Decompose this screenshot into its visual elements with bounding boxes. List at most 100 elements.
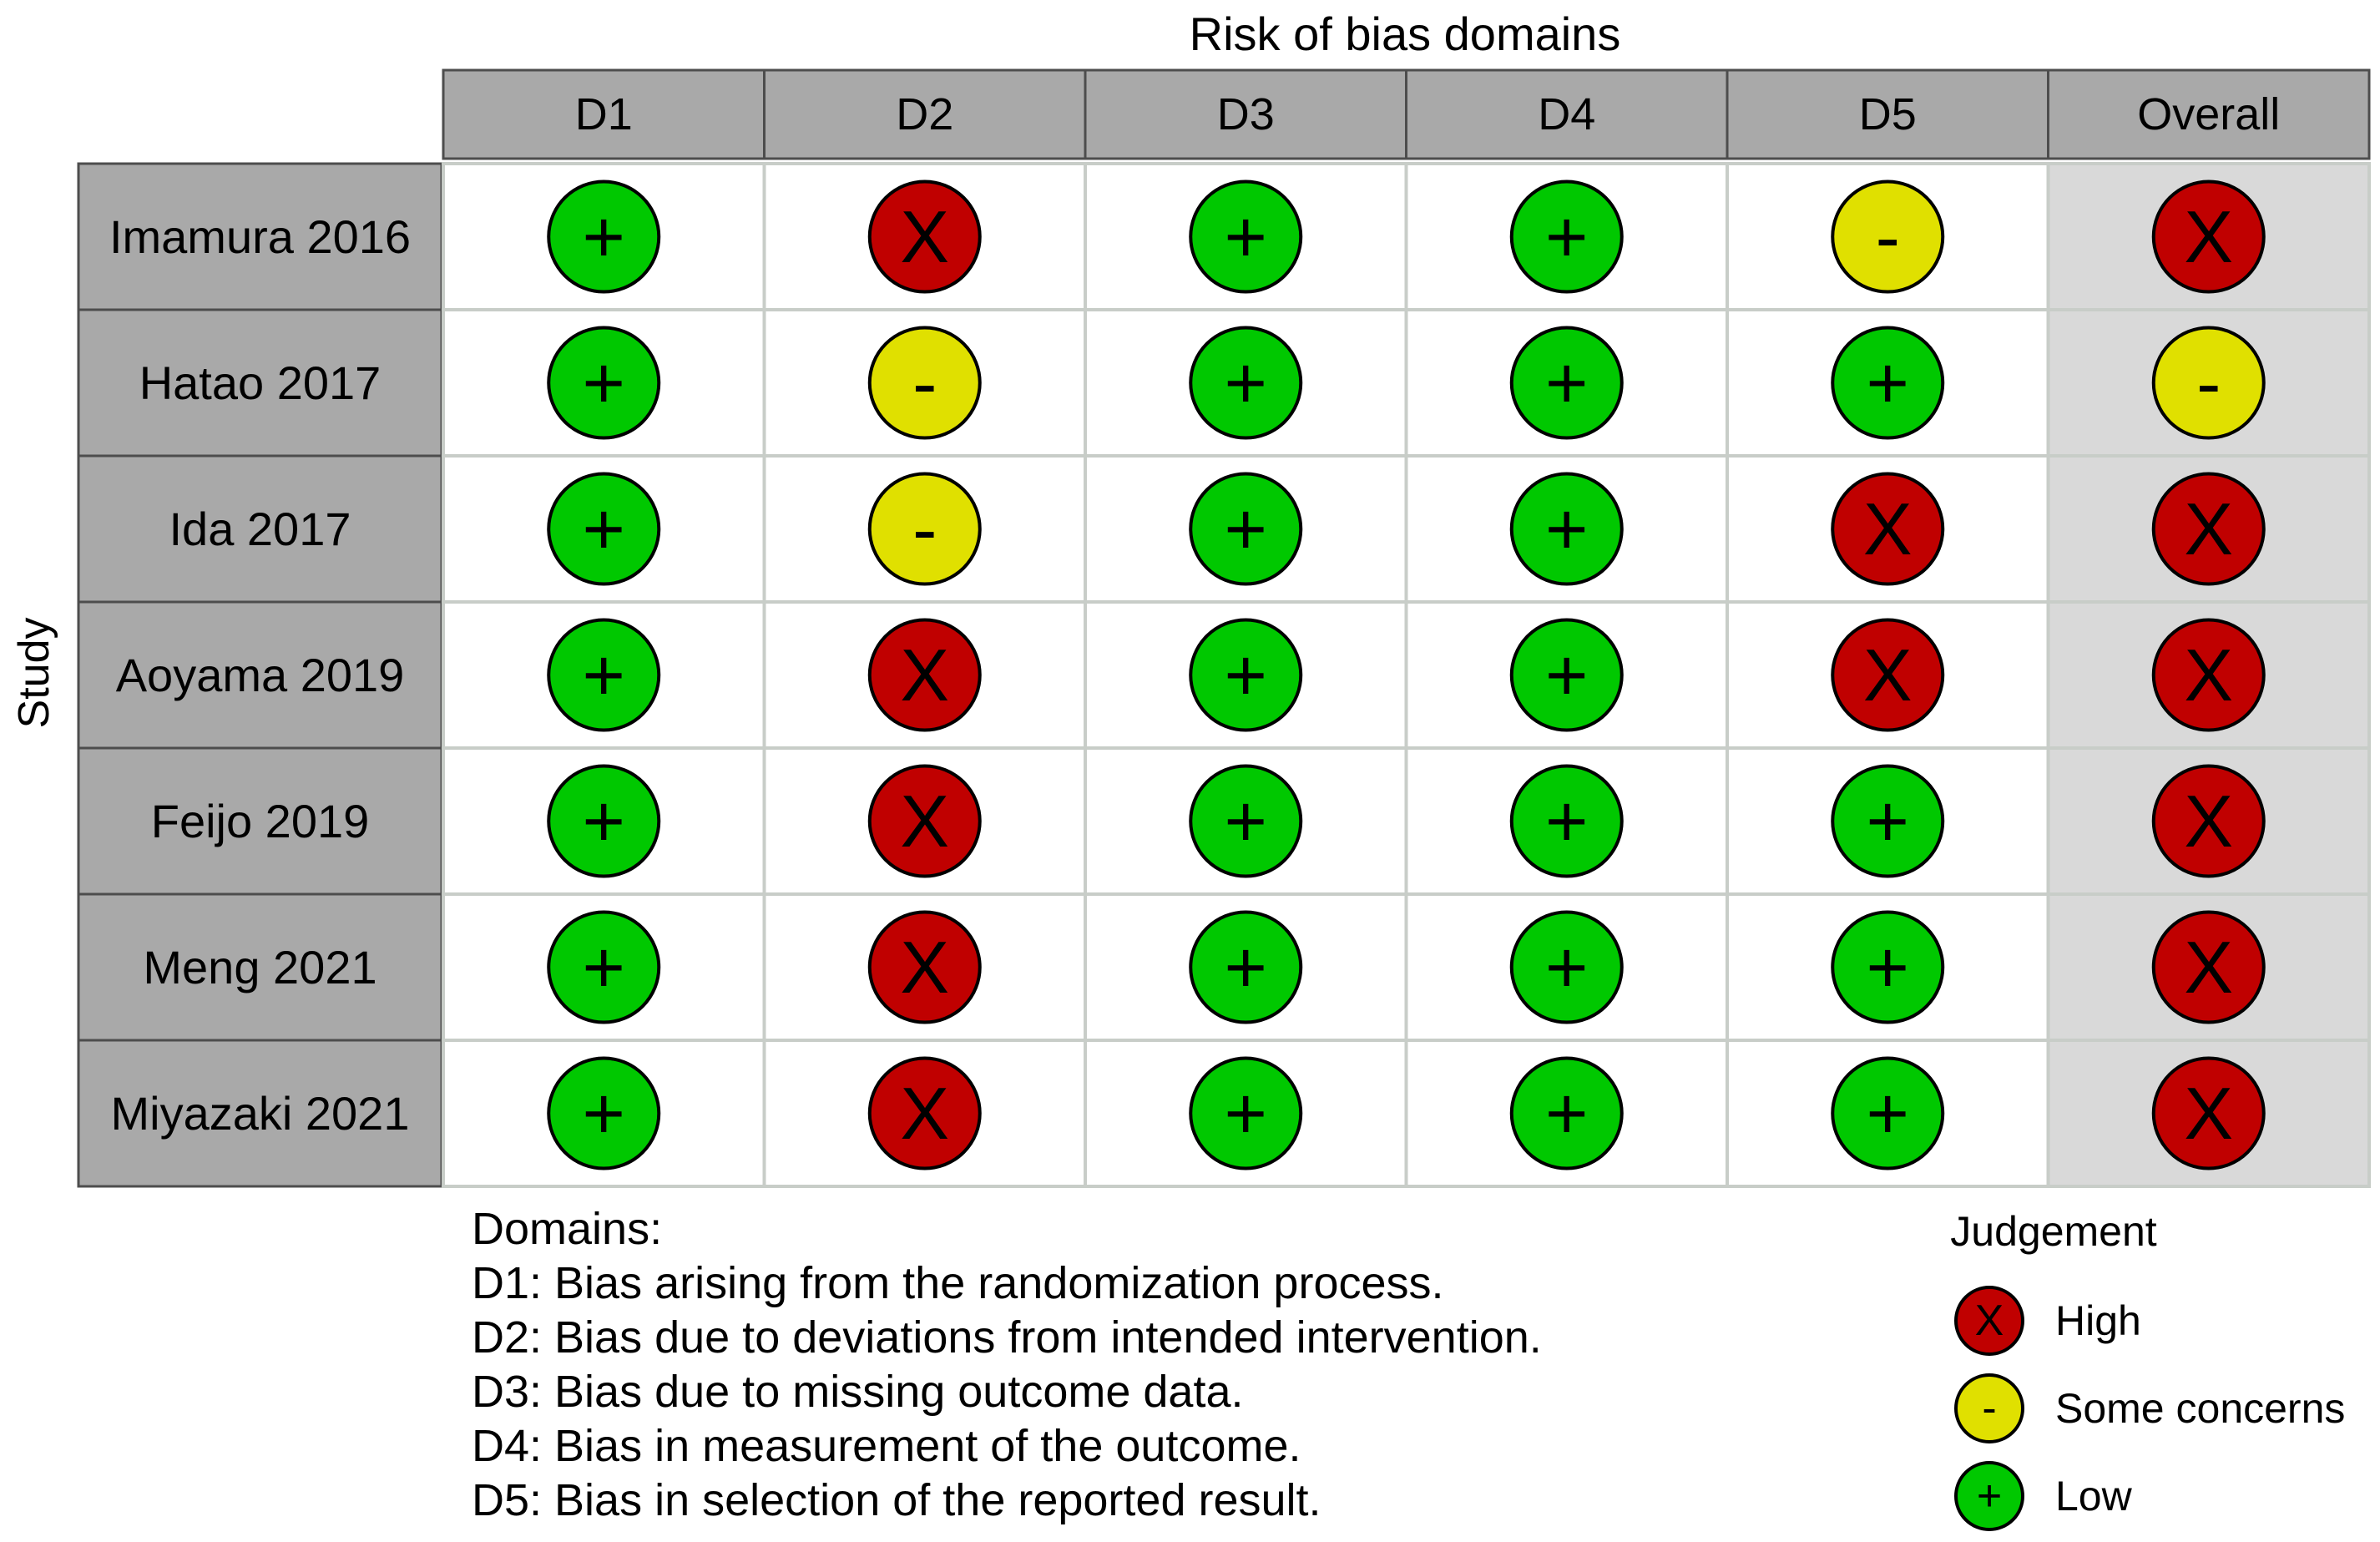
judgement-low-symbol-r7-d3: +: [1225, 1072, 1267, 1155]
judgement-high-symbol-r4-overall: X: [2184, 634, 2233, 716]
study-label-cell: [77, 454, 443, 604]
judgement-low-mark-r5-d4: [1509, 764, 1624, 878]
judgement-low-symbol-r4-d3: +: [1225, 634, 1267, 716]
judgement-some-mark-legend: [1954, 1373, 2024, 1443]
legend-label-high: High: [2055, 1297, 2141, 1344]
judgement-some-symbol-r2-d2: -: [912, 341, 937, 424]
judgement-low-mark-r6-d4: [1509, 910, 1624, 1024]
judgement-low-mark-legend: [1954, 1461, 2024, 1531]
judgement-high-mark-legend: [1954, 1286, 2024, 1356]
judgement-high-mark-r4-overall: [2151, 618, 2266, 732]
judgement-low-symbol-legend: +: [1977, 1472, 2002, 1520]
judgement-high-mark-r3-overall: [2151, 472, 2266, 586]
study-label-cell: [77, 308, 443, 458]
study-label: Feijo 2019: [151, 795, 370, 847]
judgement-high-symbol-r4-d2: X: [900, 634, 949, 716]
legend-label-low: Low: [2055, 1473, 2133, 1519]
study-row: Hatao 2017 + - + + + -: [77, 308, 2371, 458]
study-label-cell: [77, 600, 443, 750]
domains-key: Domains: D1: Bias arising from the rando…: [472, 1204, 1542, 1525]
judgement-low-mark-r2-d3: [1189, 326, 1303, 440]
judgement-low-mark-r2-d1: [547, 326, 661, 440]
judgement-some-symbol-r2-overall: -: [2196, 341, 2221, 424]
judgement-high-symbol-r4-d5: X: [1863, 634, 1913, 716]
study-row: Miyazaki 2021 + X + + + X: [77, 1039, 2371, 1188]
study-label: Meng 2021: [143, 941, 376, 993]
study-row: Feijo 2019 + X + + + X: [77, 746, 2371, 896]
judgement-low-mark-r1-d3: [1189, 179, 1303, 294]
domain-description: D2: Bias due to deviations from intended…: [472, 1312, 1542, 1363]
judgement-high-mark-r1-d2: [867, 179, 982, 294]
judgement-low-mark-r6-d3: [1189, 910, 1303, 1024]
judgement-high-symbol-r6-d2: X: [900, 926, 949, 1009]
judgement-high-mark-r1-overall: [2151, 179, 2266, 294]
judgement-high-symbol-r6-overall: X: [2184, 926, 2233, 1009]
judgement-some-mark-r2-d2: [867, 326, 982, 440]
judgement-low-mark-r5-d3: [1189, 764, 1303, 878]
judgement-high-symbol-r1-overall: X: [2184, 195, 2233, 278]
study-label-cell: [77, 1039, 443, 1188]
judgement-low-mark-r4-d3: [1189, 618, 1303, 732]
study-row: Meng 2021 + X + + + X: [77, 892, 2371, 1042]
column-label-overall: Overall: [2137, 89, 2280, 139]
study-label: Ida 2017: [169, 503, 351, 555]
judgement-low-mark-r7-d1: [547, 1056, 661, 1170]
study-row: Ida 2017 + - + + X X: [77, 454, 2371, 604]
judgement-some-mark-r1-d5: [1831, 179, 1945, 294]
judgement-low-mark-r7-d5: [1831, 1056, 1945, 1170]
judgement-high-mark-r7-overall: [2151, 1056, 2266, 1170]
judgement-low-mark-r2-d5: [1831, 326, 1945, 440]
column-label-d3: D3: [1217, 89, 1275, 139]
column-label-d1: D1: [575, 89, 633, 139]
judgement-high-mark-r6-overall: [2151, 910, 2266, 1024]
judgement-low-symbol-r6-d5: +: [1867, 926, 1909, 1009]
judgement-low-mark-r5-d5: [1831, 764, 1945, 878]
judgement-low-mark-r3-d4: [1509, 472, 1624, 586]
judgement-low-symbol-r2-d5: +: [1867, 341, 1909, 424]
legend-title: Judgement: [1950, 1208, 2156, 1255]
judgement-low-symbol-r5-d5: +: [1867, 780, 1909, 862]
header-cell-overall: [2047, 68, 2371, 160]
judgement-high-mark-r3-d5: [1831, 472, 1945, 586]
study-label-cell: [77, 892, 443, 1042]
domain-description: D1: Bias arising from the randomization …: [472, 1258, 1444, 1308]
chart-title: Risk of bias domains: [1190, 8, 1621, 60]
study-row: Aoyama 2019 + X + + X X: [77, 600, 2371, 750]
study-label: Hatao 2017: [139, 356, 382, 409]
judgement-low-symbol-r1-d4: +: [1545, 195, 1588, 278]
judgement-some-symbol-legend: -: [1982, 1384, 1996, 1433]
judgement-low-symbol-r5-d4: +: [1545, 780, 1588, 862]
judgement-high-mark-r4-d2: [867, 618, 982, 732]
column-label-d4: D4: [1538, 89, 1595, 139]
judgement-low-symbol-r2-d4: +: [1545, 341, 1588, 424]
judgement-high-symbol-r1-d2: X: [900, 195, 949, 278]
judgement-some-symbol-r1-d5: -: [1876, 195, 1900, 278]
judgement-some-mark-r2-overall: [2151, 326, 2266, 440]
judgement-some-symbol-r3-d2: -: [912, 488, 937, 570]
judgement-low-mark-r1-d1: [547, 179, 661, 294]
judgement-low-symbol-r4-d1: +: [583, 634, 625, 716]
judgement-low-mark-r1-d4: [1509, 179, 1624, 294]
judgement-low-symbol-r2-d3: +: [1225, 341, 1267, 424]
domain-description: D3: Bias due to missing outcome data.: [472, 1367, 1244, 1417]
judgement-legend: Judgement X High - Some concerns + Low: [1950, 1208, 2345, 1531]
y-axis-label: Study: [10, 618, 58, 729]
judgement-low-symbol-r1-d3: +: [1225, 195, 1267, 278]
study-row: Imamura 2016 + X + + - X: [77, 162, 2371, 311]
study-label: Imamura 2016: [109, 210, 411, 263]
judgement-high-symbol-r5-overall: X: [2184, 780, 2233, 862]
judgement-high-mark-r5-d2: [867, 764, 982, 878]
judgement-low-symbol-r7-d5: +: [1867, 1072, 1909, 1155]
column-label-d5: D5: [1859, 89, 1917, 139]
judgement-low-mark-r3-d3: [1189, 472, 1303, 586]
judgement-high-mark-r7-d2: [867, 1056, 982, 1170]
domains-title: Domains:: [472, 1204, 662, 1254]
study-label-cell: [77, 746, 443, 896]
judgement-some-mark-r3-d2: [867, 472, 982, 586]
judgement-high-symbol-r7-overall: X: [2184, 1072, 2233, 1155]
judgement-high-symbol-legend: X: [1975, 1297, 2004, 1345]
judgement-low-mark-r3-d1: [547, 472, 661, 586]
judgement-low-symbol-r4-d4: +: [1545, 634, 1588, 716]
judgement-low-mark-r2-d4: [1509, 326, 1624, 440]
